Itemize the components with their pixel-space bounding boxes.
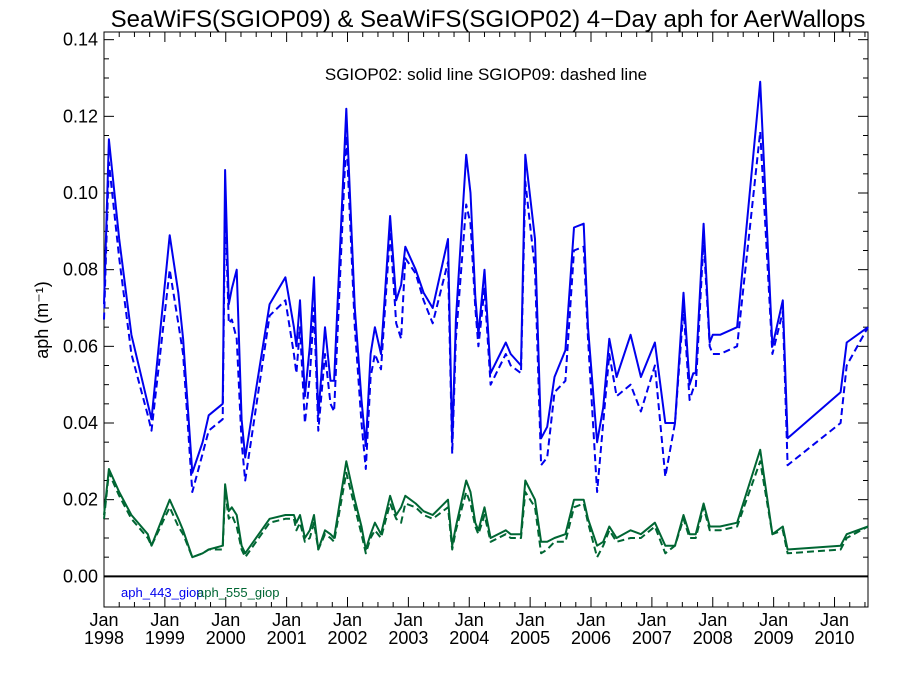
x-tick-label-year: 2000: [206, 628, 246, 648]
y-tick-label: 0.06: [63, 336, 98, 356]
y-tick-label: 0.02: [63, 490, 98, 510]
x-tick-label-month: Jan: [516, 610, 545, 630]
x-tick-label-year: 2003: [388, 628, 428, 648]
y-tick-label: 0.08: [63, 260, 98, 280]
series-line-1: [103, 130, 869, 493]
legend-item: aph_555_giop: [197, 585, 279, 600]
y-tick-label: 0.04: [63, 413, 98, 433]
x-tick-label-year: 2005: [510, 628, 550, 648]
line-style-annotation: SGIOP02: solid line SGIOP09: dashed line: [325, 65, 647, 84]
series-line-2: [103, 448, 869, 559]
x-tick-label-year: 2007: [632, 628, 672, 648]
x-tick-label-month: Jan: [576, 610, 605, 630]
x-tick-label-month: Jan: [333, 610, 362, 630]
x-tick-label-year: 2010: [814, 628, 854, 648]
y-tick-label: 0.12: [63, 106, 98, 126]
x-tick-label-month: Jan: [394, 610, 423, 630]
x-tick-label-month: Jan: [150, 610, 179, 630]
x-tick-label-year: 2004: [449, 628, 489, 648]
axis-ticks: [103, 32, 868, 607]
y-tick-label: 0.00: [63, 566, 98, 586]
x-tick-label-month: Jan: [759, 610, 788, 630]
y-tick-label: 0.10: [63, 183, 98, 203]
y-axis-label: aph (m⁻¹): [32, 281, 52, 359]
y-tick-label: 0.14: [63, 30, 98, 50]
x-tick-label-year: 2002: [327, 628, 367, 648]
series-line-0: [103, 80, 869, 474]
series-layer: [103, 80, 869, 559]
x-tick-label-month: Jan: [698, 610, 727, 630]
x-tick-label-month: Jan: [89, 610, 118, 630]
x-tick-label-year: 1998: [84, 628, 124, 648]
x-tick-label-month: Jan: [820, 610, 849, 630]
x-tick-label-year: 1999: [145, 628, 185, 648]
x-tick-label-month: Jan: [272, 610, 301, 630]
x-tick-label-year: 2008: [693, 628, 733, 648]
x-tick-label-month: Jan: [455, 610, 484, 630]
chart-title: SeaWiFS(SGIOP09) & SeaWiFS(SGIOP02) 4−Da…: [111, 6, 866, 33]
x-tick-label-year: 2009: [754, 628, 794, 648]
x-tick-labels: Jan1998Jan1999Jan2000Jan2001Jan2002Jan20…: [84, 610, 855, 648]
x-tick-label-month: Jan: [211, 610, 240, 630]
x-tick-label-year: 2001: [267, 628, 307, 648]
legend-item: aph_443_giop: [121, 585, 203, 600]
y-tick-labels: 0.00 0.02 0.04 0.06 0.08 0.10 0.12 0.14: [63, 30, 98, 587]
x-tick-label-month: Jan: [637, 610, 666, 630]
series-line-3: [103, 460, 869, 559]
x-tick-label-year: 2006: [571, 628, 611, 648]
